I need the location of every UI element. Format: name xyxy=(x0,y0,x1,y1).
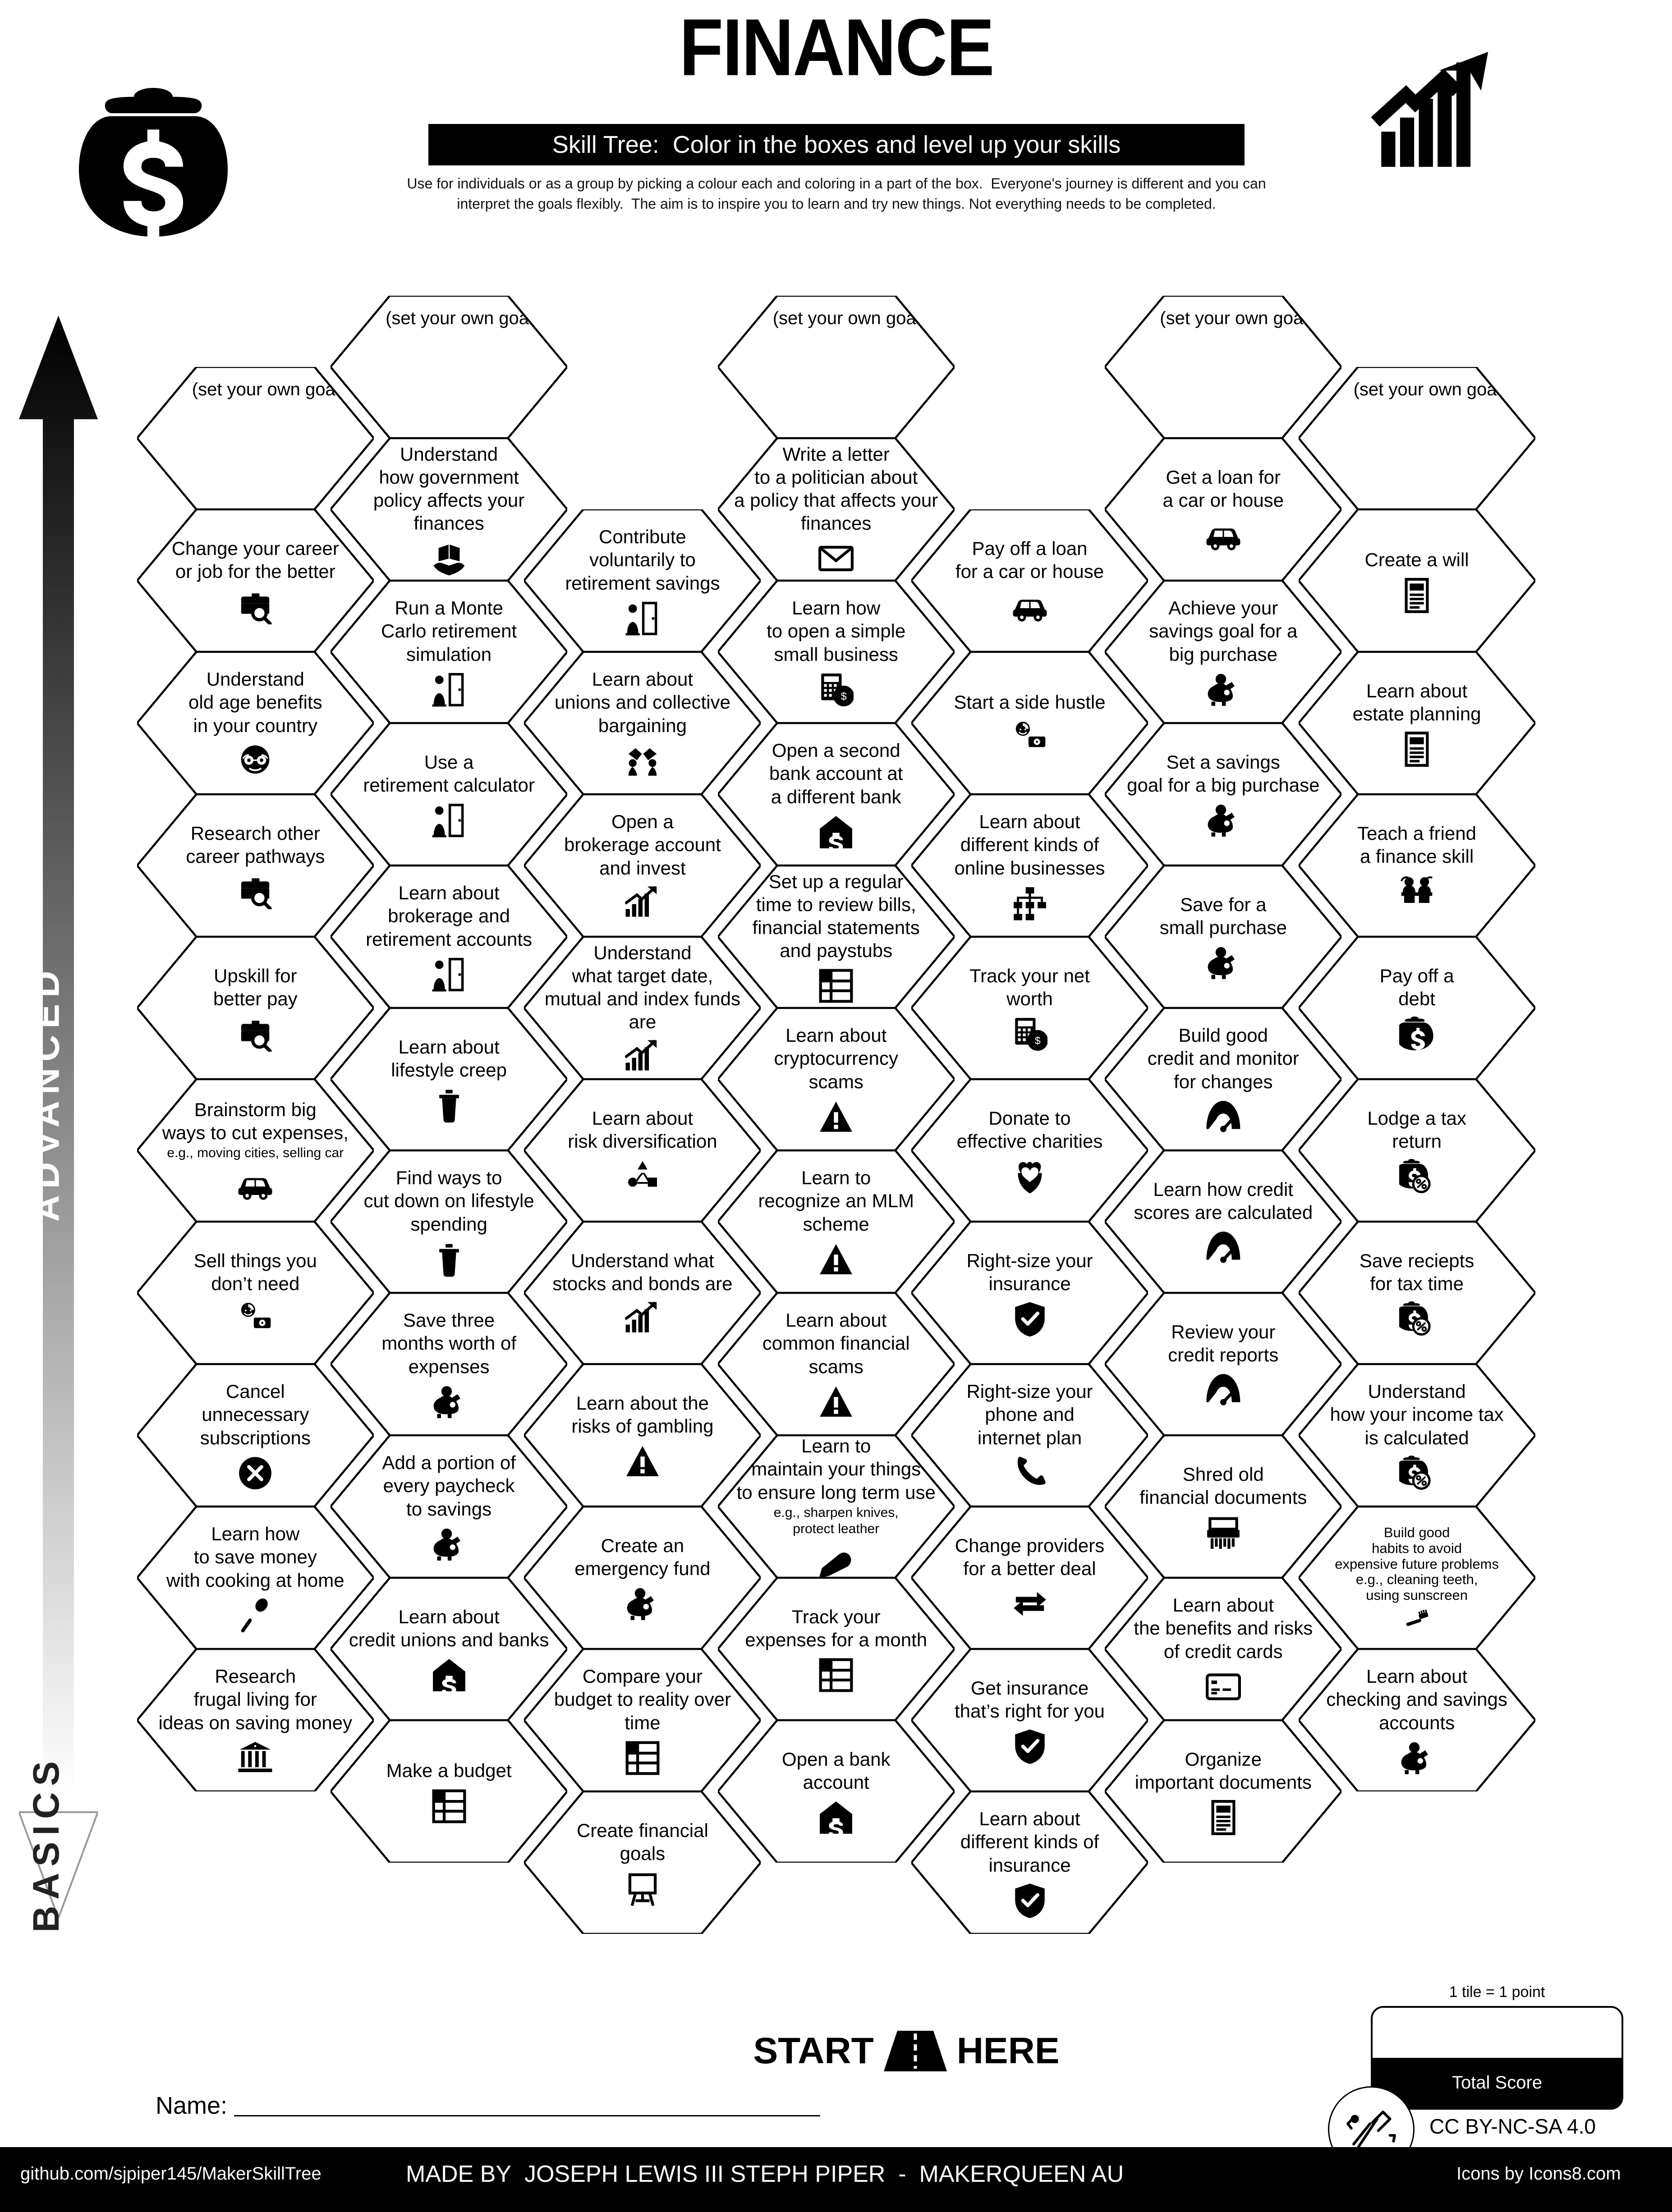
svg-text:$: $ xyxy=(1034,1035,1040,1047)
svg-text:$: $ xyxy=(841,690,847,702)
